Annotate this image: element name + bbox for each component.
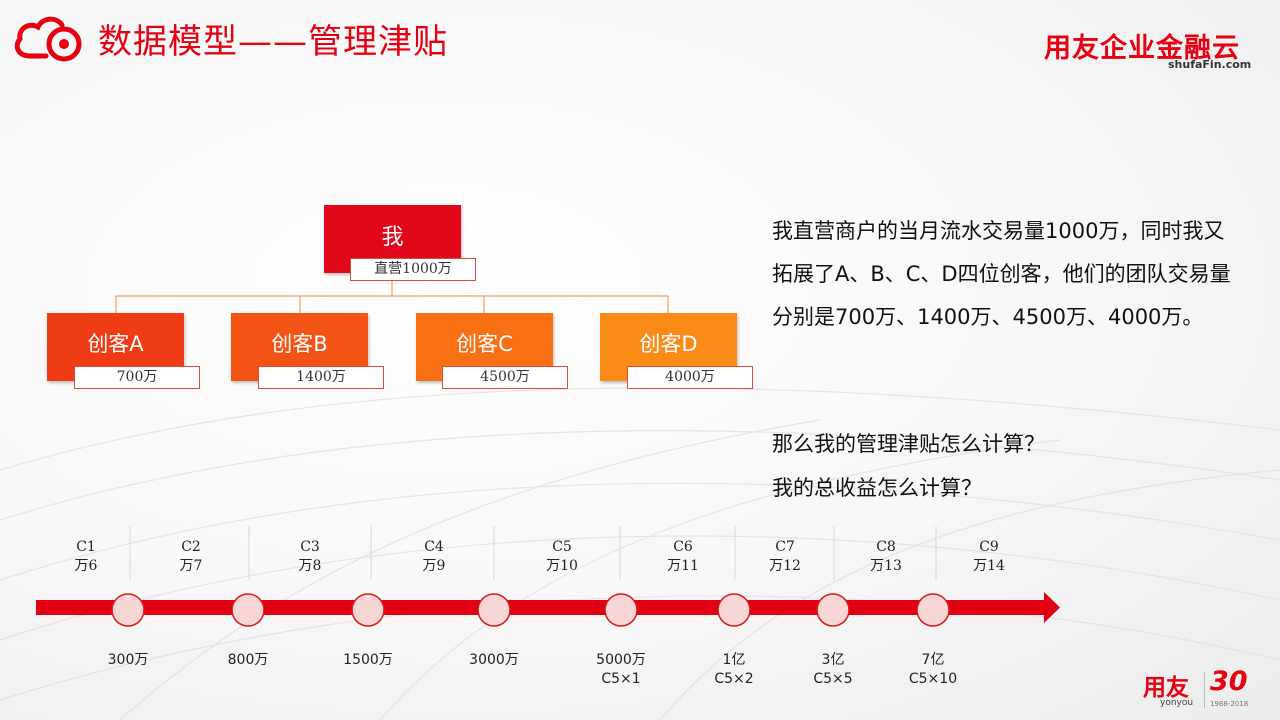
page-title: 数据模型——管理津贴 [98, 22, 448, 62]
tree-volume-maker-c: 4500万 [442, 366, 568, 389]
level-label: C8 万13 [870, 539, 902, 574]
threshold-label: 7亿 C5×10 [908, 652, 958, 687]
level-label: C6 万11 [667, 539, 699, 574]
tree-volume-me: 直营1000万 [350, 258, 476, 281]
level-label: C5 万10 [546, 539, 578, 574]
brand-logo: 用友企业金融云 [1044, 33, 1240, 64]
threshold-label: 1500万 [343, 652, 393, 668]
threshold-label: 5000万 C5×1 [596, 652, 646, 687]
question-total-income: 我的总收益怎么计算？ [772, 476, 982, 500]
footer-divider [1204, 672, 1205, 708]
tree-volume-maker-d: 4000万 [627, 366, 753, 389]
threshold-label: 300万 [107, 652, 149, 668]
anniversary-badge: 30 [1210, 666, 1248, 697]
tree-volume-maker-b: 1400万 [258, 366, 384, 389]
threshold-label: 3000万 [469, 652, 519, 668]
threshold-label: 1亿 C5×2 [714, 652, 754, 687]
cloud-target-icon [14, 16, 82, 62]
footer-logo: 用友 [1143, 675, 1189, 701]
question-allowance: 那么我的管理津贴怎么计算？ [772, 432, 1045, 456]
threshold-label: 800万 [227, 652, 269, 668]
tree-volume-maker-a: 700万 [74, 366, 200, 389]
level-label: C3 万8 [298, 539, 322, 574]
level-label: C2 万7 [179, 539, 203, 574]
scenario-description: 我直营商户的当月流水交易量1000万，同时我又拓展了A、B、C、D四位创客，他们… [772, 219, 1231, 329]
level-label: C7 万12 [769, 539, 801, 574]
anniversary-years: 1988-2018 [1210, 700, 1249, 708]
brand-subtitle: shufaFin.com [1168, 58, 1252, 71]
level-label: C9 万14 [973, 539, 1005, 574]
threshold-label: 3亿 C5×5 [813, 652, 853, 687]
level-label: C4 万9 [422, 539, 446, 574]
level-label: C1 万6 [74, 539, 98, 574]
footer-logo-sub: yonyou [1160, 698, 1194, 708]
